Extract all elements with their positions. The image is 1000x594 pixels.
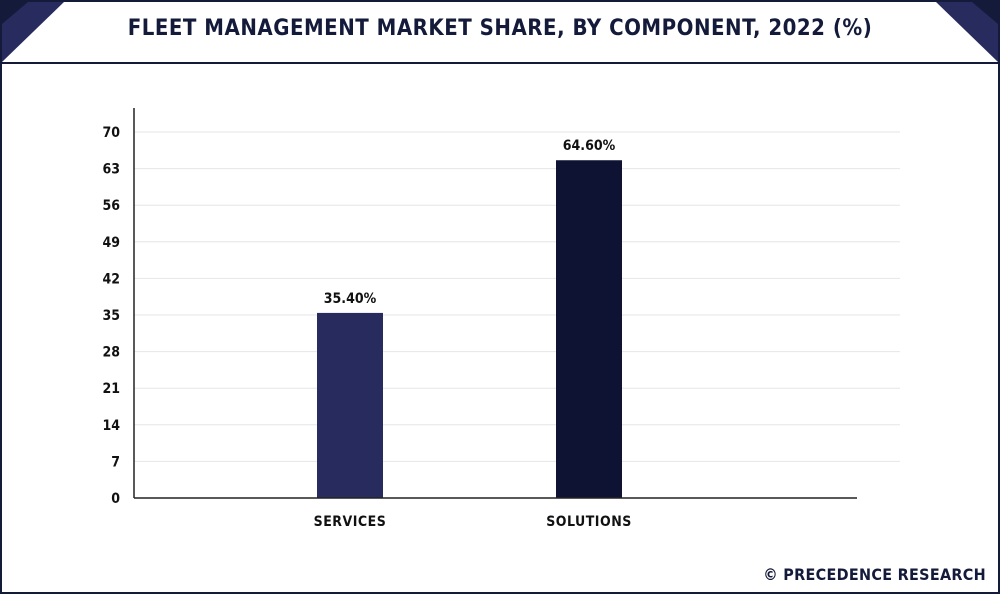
y-tick-label: 7 xyxy=(111,454,120,470)
header-corner-right xyxy=(936,2,998,62)
x-category-label: SOLUTIONS xyxy=(546,514,632,530)
y-tick-label: 70 xyxy=(102,125,120,141)
source-credit: © PRECEDENCE RESEARCH xyxy=(763,565,986,584)
gridlines xyxy=(134,131,900,462)
y-tick-label: 35 xyxy=(102,308,120,324)
y-tick-label: 56 xyxy=(102,198,120,214)
y-tick-label: 28 xyxy=(102,345,120,361)
y-tick-label: 0 xyxy=(111,491,120,507)
bar-services xyxy=(317,312,383,498)
y-tick-label: 49 xyxy=(102,235,120,251)
chart-title: FLEET MANAGEMENT MARKET SHARE, BY COMPON… xyxy=(127,16,873,41)
y-tick-label: 63 xyxy=(102,162,120,178)
chart-header: FLEET MANAGEMENT MARKET SHARE, BY COMPON… xyxy=(2,2,998,64)
header-corner-left xyxy=(2,2,64,62)
y-tick-label: 42 xyxy=(102,271,120,287)
x-axis-categories: SERVICES SOLUTIONS xyxy=(314,514,632,530)
data-label: 35.40% xyxy=(324,291,377,307)
bars xyxy=(317,160,622,498)
header-corner-left-triangle xyxy=(2,2,64,62)
header-corner-left-accent xyxy=(2,2,28,24)
y-axis-ticks: 0 7 14 21 28 35 42 49 56 63 70 xyxy=(102,125,120,507)
header-corner-right-triangle xyxy=(936,2,998,62)
data-label: 64.60% xyxy=(563,138,616,154)
bar-solutions xyxy=(556,160,622,498)
x-category-label: SERVICES xyxy=(314,514,387,530)
data-labels: 35.40% 64.60% xyxy=(324,138,616,307)
header-corner-right-accent xyxy=(972,2,998,24)
y-tick-label: 14 xyxy=(102,418,120,434)
y-tick-label: 21 xyxy=(102,381,120,397)
